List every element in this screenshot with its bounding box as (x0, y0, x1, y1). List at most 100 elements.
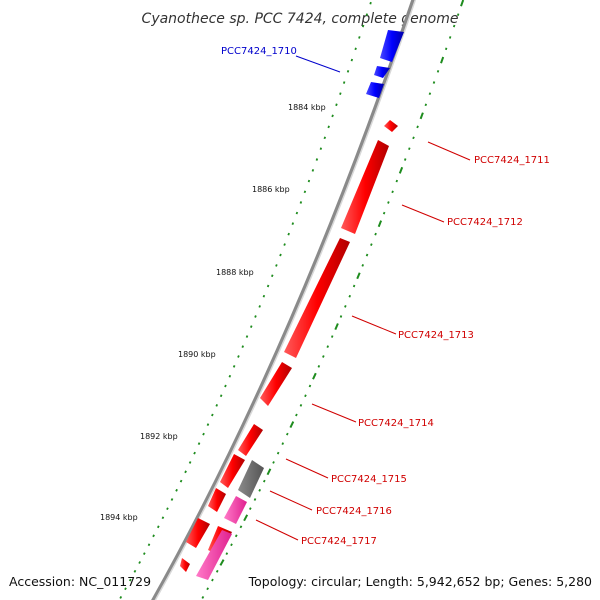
scale-label-1884: 1884 kbp (288, 103, 326, 112)
scale-label-1894: 1894 kbp (100, 513, 138, 522)
gene-feature-1717-red-c[interactable] (180, 558, 190, 572)
inner-tick-dot (254, 315, 257, 318)
outer-tick-dot (330, 335, 334, 338)
inner-tick-dot (283, 243, 286, 246)
inner-tick-dot (202, 432, 205, 436)
inner-tick-dot (193, 451, 196, 455)
inner-tick-dot (346, 70, 350, 73)
gene-label-1716[interactable]: PCC7424_1716 (316, 506, 392, 517)
outer-tick-dot (308, 384, 312, 388)
gene-label-1713[interactable]: PCC7424_1713 (398, 330, 474, 341)
inner-tick-dot (358, 36, 361, 39)
outer-tick-dot (289, 421, 295, 429)
outer-tick-ring (201, 0, 465, 599)
inner-tick-dot (241, 345, 245, 348)
outer-tick-dot (416, 125, 419, 129)
inner-tick-dot (311, 168, 315, 172)
gene-feature-1710-c[interactable] (366, 82, 384, 98)
gene-label-1710[interactable]: PCC7424_1710 (221, 46, 297, 57)
inner-tick-dot (291, 222, 295, 226)
gene-feature-1715-b[interactable] (220, 454, 245, 488)
outer-tick-dot (322, 355, 325, 358)
inner-tick-dot (361, 24, 365, 28)
outer-tick-dot (452, 24, 456, 28)
outer-tick-dot (253, 498, 257, 501)
outer-tick-dot (356, 272, 361, 280)
inner-tick-dot (166, 507, 169, 510)
outer-tick-dot (424, 103, 428, 107)
outer-tick-dot (211, 578, 214, 582)
inner-tick-dot (228, 374, 232, 378)
gene-feature-1712[interactable] (341, 140, 389, 234)
scale-label-1890: 1890 kbp (178, 350, 216, 359)
outer-tick-dot (436, 70, 440, 73)
outer-tick-dot (299, 404, 303, 407)
gene-label-1717[interactable]: PCC7424_1717 (301, 536, 377, 547)
gene-label-1712[interactable]: PCC7424_1712 (447, 217, 523, 228)
outer-tick-dot (398, 166, 404, 174)
gene-feature-1711[interactable] (384, 120, 398, 132)
inner-tick-dot (258, 305, 261, 308)
inner-tick-dot (147, 543, 151, 547)
inner-tick-dot (152, 534, 155, 538)
outer-tick-dot (312, 372, 317, 380)
inner-tick-dot (275, 264, 278, 267)
gene-feature-1717-pink-b[interactable] (196, 530, 232, 580)
outer-tick-dot (334, 323, 339, 330)
gene-label-1715[interactable]: PCC7424_1715 (331, 474, 407, 485)
accession-text: Accession: NC_011729 (9, 574, 151, 589)
outer-tick-dot (239, 525, 243, 529)
inner-tick-dot (342, 81, 346, 84)
inner-tick-dot (128, 578, 132, 582)
inner-tick-dot (287, 232, 290, 236)
gene-feature-1716-grey[interactable] (238, 460, 264, 498)
inner-tick-dot (197, 442, 201, 445)
outer-tick-dot (391, 190, 394, 194)
inner-tick-dot (307, 179, 311, 183)
inner-tick-dot (331, 114, 334, 118)
leader-1710 (295, 55, 341, 73)
inner-tick-dot (224, 384, 227, 388)
outer-tick-dot (285, 432, 289, 436)
gene-feature-1715-a[interactable] (238, 424, 263, 456)
gene-feature-1710-a[interactable] (380, 30, 404, 62)
outer-tick-dot (403, 158, 407, 161)
outer-tick-dot (352, 284, 356, 288)
outer-tick-dot (276, 451, 280, 455)
gene-feature-1716-red[interactable] (208, 488, 226, 512)
inner-tick-dot (143, 552, 146, 556)
inner-tick-ring (119, 1, 372, 599)
inner-tick-dot (335, 103, 338, 107)
inner-tick-dot (270, 274, 274, 278)
gene-feature-1717-red-a[interactable] (186, 518, 210, 548)
outer-tick-dot (230, 543, 233, 547)
outer-tick-dot (348, 294, 352, 298)
gene-label-1714[interactable]: PCC7424_1714 (358, 418, 434, 429)
outer-tick-dot (365, 253, 369, 257)
outer-tick-dot (428, 92, 432, 96)
gene-feature-1710-b[interactable] (374, 66, 390, 78)
inner-tick-dot (133, 569, 137, 573)
outer-tick-dot (206, 587, 209, 591)
inner-tick-dot (161, 516, 165, 520)
leader-1716 (269, 490, 313, 511)
outer-tick-dot (448, 36, 452, 39)
inner-tick-dot (262, 294, 266, 298)
inner-tick-dot (350, 58, 354, 62)
inner-tick-dot (339, 92, 342, 95)
outer-tick-dot (201, 595, 205, 599)
gene-labels: PCC7424_1710 PCC7424_1711 PCC7424_1712 P… (221, 46, 550, 547)
outer-tick-dot (377, 220, 383, 228)
genome-backbone (151, 0, 416, 600)
gene-features (180, 30, 404, 580)
genome-summary-text: Topology: circular; Length: 5,942,652 bp… (248, 574, 592, 589)
inner-tick-dot (266, 284, 270, 288)
outer-tick-dot (361, 264, 365, 267)
gene-feature-1717-pink-a[interactable] (224, 496, 247, 524)
inner-tick-dot (232, 365, 236, 368)
gene-feature-1713[interactable] (284, 238, 350, 358)
inner-tick-dot (184, 470, 187, 474)
gene-label-1711[interactable]: PCC7424_1711 (474, 155, 550, 166)
gene-feature-1714[interactable] (260, 362, 292, 406)
outer-tick-dot (382, 211, 386, 215)
